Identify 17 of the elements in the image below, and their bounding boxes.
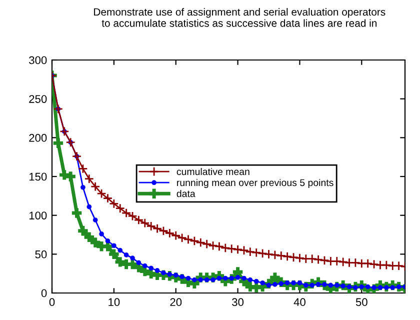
chart-title: Demonstrate use of assignment and serial evaluation operators to accumulate statistics as successive data lines are read in	[94, 8, 386, 27]
y-tick-label: 100	[29, 212, 47, 220]
x-tick-label: 50	[356, 298, 368, 306]
x-tick-label: 10	[108, 298, 120, 306]
legend-label: data	[176, 190, 196, 198]
legend-label: running mean over previous 5 points	[177, 178, 334, 188]
y-tick-label: 0	[41, 289, 47, 298]
x-tick-label: 30	[232, 298, 244, 306]
x-tick-label: 20	[170, 298, 182, 306]
legend-label: cumulative mean	[176, 168, 250, 176]
y-tick-label: 300	[29, 56, 47, 64]
y-tick-label: 200	[29, 134, 47, 142]
y-tick-label: 250	[29, 95, 47, 103]
y-tick-label: 50	[35, 250, 47, 258]
x-tick-label: 0	[49, 298, 55, 306]
x-tick-label: 40	[294, 298, 306, 306]
y-tick-label: 150	[29, 172, 47, 181]
